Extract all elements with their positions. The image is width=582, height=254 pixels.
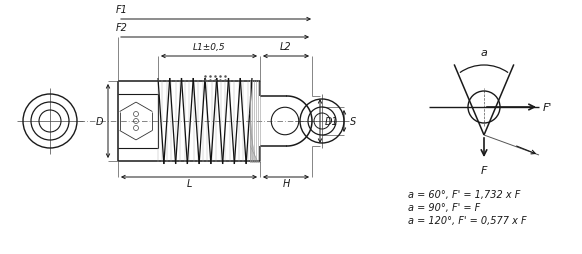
Text: F': F'	[543, 103, 552, 113]
Text: D: D	[95, 117, 103, 126]
Text: F: F	[481, 165, 487, 175]
Text: S: S	[350, 117, 356, 126]
Text: F2: F2	[116, 23, 128, 33]
Text: L: L	[186, 178, 191, 188]
Text: a = 120°, F' = 0,577 x F: a = 120°, F' = 0,577 x F	[408, 215, 527, 225]
Text: L2: L2	[280, 42, 292, 52]
Text: L1±0,5: L1±0,5	[193, 43, 225, 52]
Text: F1: F1	[116, 5, 128, 15]
Text: a = 60°, F' = 1,732 x F: a = 60°, F' = 1,732 x F	[408, 189, 520, 199]
Text: a: a	[481, 48, 488, 58]
Text: a = 90°, F' = F: a = 90°, F' = F	[408, 202, 480, 212]
Text: H: H	[282, 178, 290, 188]
Text: D1: D1	[325, 117, 339, 126]
